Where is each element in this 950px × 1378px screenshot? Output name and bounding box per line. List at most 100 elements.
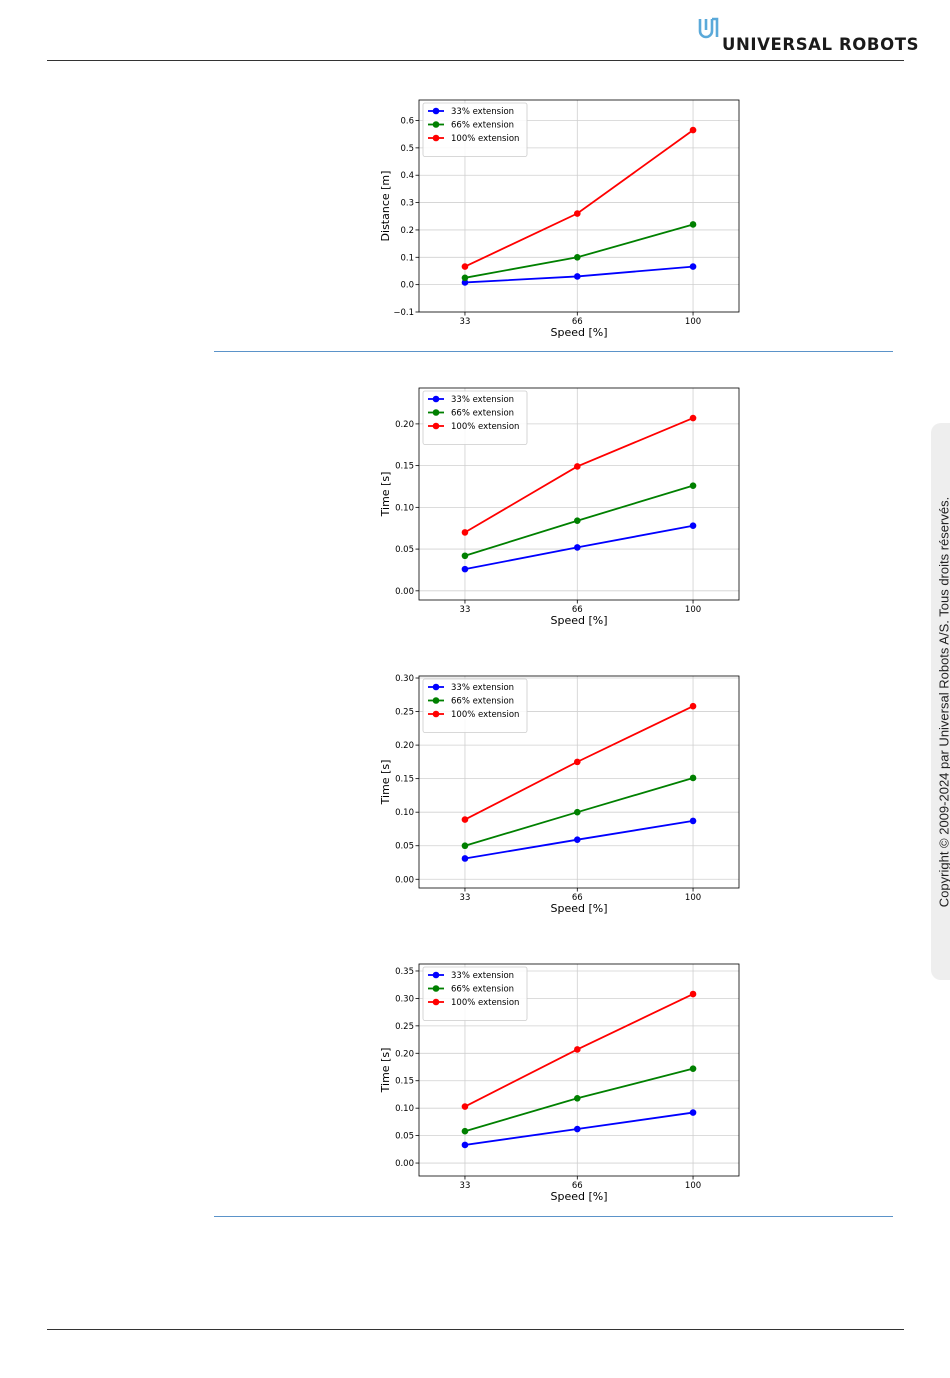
data-point	[461, 1103, 469, 1110]
y-tick-label: 0.10	[395, 1104, 414, 1114]
data-point	[689, 522, 697, 530]
legend-marker	[432, 134, 440, 142]
legend-marker	[432, 395, 440, 403]
y-tick-label: 0.15	[395, 1077, 414, 1087]
plot-frame	[418, 675, 740, 889]
x-tick-label: 33	[460, 317, 471, 327]
y-tick-label: 0.05	[395, 545, 414, 555]
y-tick-label: 0.2	[400, 226, 414, 236]
legend-label: 66% extension	[451, 409, 514, 419]
footer-rule	[47, 1329, 904, 1330]
x-tick-label: 66	[572, 1181, 583, 1191]
legend-label: 66% extension	[451, 697, 514, 707]
y-tick-label: 0.3	[400, 199, 414, 209]
legend-box	[422, 102, 528, 157]
data-point	[689, 414, 697, 422]
data-point	[461, 279, 469, 286]
legend-marker	[432, 107, 440, 115]
legend-label: 100% extension	[451, 134, 519, 144]
data-point	[573, 1046, 581, 1053]
data-point	[573, 758, 581, 766]
x-axis-label: Speed [%]	[550, 326, 607, 339]
x-tick-label: 100	[685, 317, 701, 327]
y-tick-label: 0.4	[400, 171, 414, 181]
chart: 0.00 0.05 0.10 0.15 0.20 0.25 0.30 0.35 33 66 100 S…	[379, 963, 740, 1203]
data-point	[689, 126, 697, 134]
data-point	[461, 1127, 469, 1135]
x-tick-label: 100	[685, 1181, 701, 1191]
side-tab	[931, 423, 950, 980]
legend-label: 66% extension	[451, 121, 514, 131]
legend-label: 33% extension	[451, 107, 514, 117]
legend-label: 33% extension	[451, 395, 514, 405]
x-axis-label: Speed [%]	[550, 902, 607, 915]
legend-marker	[432, 422, 440, 430]
legend: 33% extension 66% extension 100% extension	[422, 966, 528, 1021]
header-rule	[47, 60, 904, 61]
legend-marker	[432, 971, 440, 979]
x-tick-label: 100	[685, 605, 701, 615]
data-point	[461, 274, 469, 282]
legend-label: 100% extension	[451, 710, 519, 720]
data-point	[461, 842, 469, 850]
data-point	[461, 816, 469, 823]
data-point	[689, 482, 697, 489]
data-point	[573, 808, 581, 816]
y-tick-label: 0.25	[395, 1022, 414, 1032]
data-point	[573, 544, 581, 551]
legend-label: 100% extension	[451, 998, 519, 1008]
y-axis-label: Time [s]	[379, 472, 392, 518]
y-tick-label: 0.30	[395, 674, 414, 684]
data-point	[461, 565, 469, 573]
data-point	[573, 1094, 581, 1102]
y-tick-label: 0.6	[400, 117, 414, 127]
y-tick-label: 0.20	[395, 420, 414, 430]
brand-name: UNIVERSAL ROBOTS	[722, 35, 920, 54]
data-point	[573, 463, 581, 470]
separator	[214, 351, 893, 352]
plot-frame	[418, 387, 740, 601]
data-point	[689, 774, 697, 782]
legend-label: 33% extension	[451, 971, 514, 981]
y-tick-label: 0.15	[395, 775, 414, 785]
x-axis-label: Speed [%]	[550, 614, 607, 627]
plot-frame	[418, 963, 740, 1177]
y-tick-label: 0.10	[395, 808, 414, 818]
y-tick-label: 0.00	[395, 875, 414, 885]
chart: 0.00 0.05 0.10 0.15 0.20 33 66 100 Speed [%] Time…	[379, 387, 740, 627]
data-point	[461, 263, 469, 270]
y-axis-label: Time [s]	[379, 1048, 392, 1094]
x-tick-label: 66	[572, 893, 583, 903]
chart: −0.1 0.0 0.1 0.2 0.3 0.4 0.5 0.6 33 66 100 Speed [%…	[379, 99, 740, 339]
legend-label: 66% extension	[451, 985, 514, 995]
data-point	[689, 990, 697, 998]
data-point	[461, 855, 469, 862]
data-point	[461, 1141, 469, 1149]
y-axis-label: Time [s]	[379, 760, 392, 806]
legend-box	[422, 678, 528, 733]
y-tick-label: 0.25	[395, 708, 414, 718]
y-tick-label: 0.1	[400, 253, 414, 263]
x-tick-label: 33	[460, 893, 471, 903]
data-point	[573, 210, 581, 217]
y-tick-label: 0.05	[395, 1132, 414, 1142]
data-point	[689, 1109, 697, 1116]
x-tick-label: 33	[460, 605, 471, 615]
y-tick-label: 0.15	[395, 462, 414, 472]
data-point	[573, 273, 581, 280]
logo-icon	[698, 17, 719, 39]
y-tick-label: 0.00	[395, 1159, 414, 1169]
legend-label: 100% extension	[451, 422, 519, 432]
data-point	[573, 517, 581, 525]
x-tick-label: 66	[572, 605, 583, 615]
y-tick-label: 0.0	[400, 281, 414, 291]
legend: 33% extension 66% extension 100% extension	[422, 102, 528, 157]
y-axis-label: Distance [m]	[379, 171, 392, 242]
x-tick-label: 33	[460, 1181, 471, 1191]
x-axis-label: Speed [%]	[550, 1190, 607, 1203]
y-tick-label: 0.20	[395, 1049, 414, 1059]
y-tick-label: 0.30	[395, 994, 414, 1004]
x-tick-label: 100	[685, 893, 701, 903]
data-point	[689, 1065, 697, 1072]
